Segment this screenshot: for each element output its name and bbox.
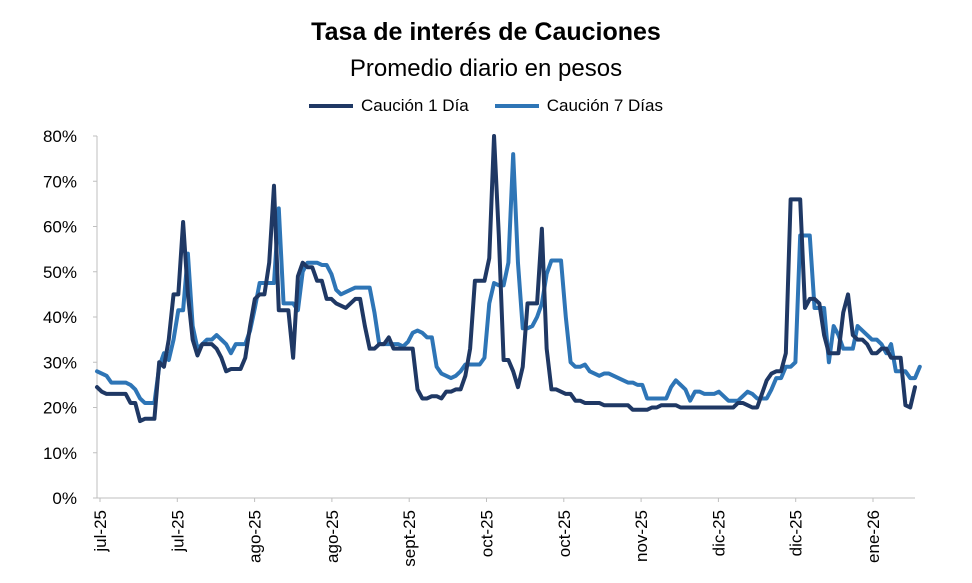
x-tick-label: sept-25	[400, 510, 419, 567]
y-tick-label: 10%	[43, 444, 77, 463]
legend-item-caucion-7-dias: Caución 7 Días	[494, 96, 663, 116]
legend-label-caucion-1-dia: Caución 1 Día	[361, 96, 469, 115]
x-tick-label: jul-25	[91, 510, 110, 553]
x-tick-label: ago-25	[246, 510, 265, 563]
x-tick-label: nov-25	[632, 510, 651, 562]
legend-label-caucion-7-dias: Caución 7 Días	[546, 96, 663, 115]
legend-swatch-caucion-1-dia	[309, 104, 354, 108]
y-tick-label: 50%	[43, 263, 77, 282]
y-tick-label: 60%	[43, 218, 77, 237]
y-tick-label: 80%	[43, 127, 77, 146]
x-tick-label: dic-25	[787, 510, 806, 556]
y-tick-label: 0%	[52, 489, 77, 508]
legend-item-caucion-1-dia: Caución 1 Día	[309, 96, 469, 116]
x-tick-label: oct-25	[478, 510, 497, 557]
x-tick-label: dic-25	[709, 510, 728, 556]
x-tick-label: ene-26	[864, 510, 883, 563]
x-tick-label: jul-25	[168, 510, 187, 553]
series-line-caucion-7-dias	[95, 152, 922, 405]
x-tick-label: oct-25	[555, 510, 574, 557]
y-tick-label: 30%	[43, 353, 77, 372]
y-tick-label: 70%	[43, 172, 77, 191]
y-tick-label: 40%	[43, 308, 77, 327]
x-tick-label: ago-25	[323, 510, 342, 563]
chart-subtitle: Promedio diario en pesos	[349, 55, 623, 82]
legend-swatch-caucion-7-dias	[494, 104, 539, 108]
legend: Caución 1 Día Caución 7 Días	[0, 96, 972, 116]
chart-title: Tasa de interés de Cauciones	[311, 18, 661, 46]
y-tick-label: 20%	[43, 399, 77, 418]
series-line-caucion-1-dia	[95, 134, 917, 424]
